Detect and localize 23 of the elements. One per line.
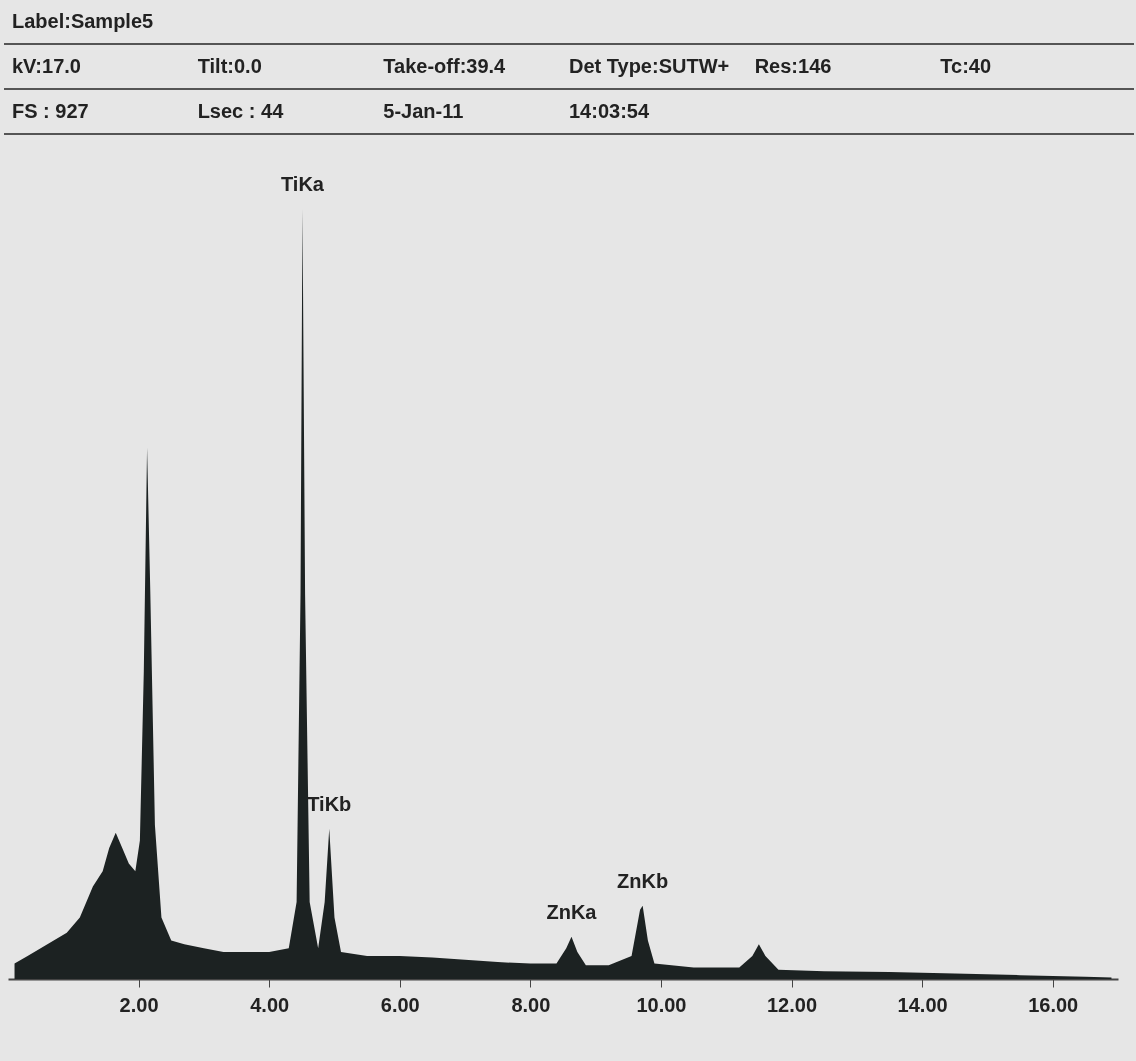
text: FS : 927 <box>12 100 90 123</box>
text: Take-off:39.4 <box>383 55 507 78</box>
text: Res:146 <box>754 55 833 78</box>
text: Tilt:0.0 <box>197 55 263 78</box>
x-tick-label: 4.00 <box>250 993 290 1016</box>
annotation: ZnKb <box>617 869 669 892</box>
annotation: TiKb <box>307 792 352 815</box>
chart-title: Label:Sample5 <box>4 0 1134 45</box>
text: Det Type:SUTW+ <box>569 55 731 78</box>
text: 14:03:54 <box>569 100 651 123</box>
annotation: ZnKa <box>546 900 598 923</box>
x-tick-label: 8.00 <box>511 993 551 1016</box>
x-tick-label: 6.00 <box>380 993 420 1016</box>
x-tick-label: 2.00 <box>119 993 159 1016</box>
text: Tc:40 <box>940 55 993 78</box>
x-tick-label: 16.00 <box>1028 993 1079 1016</box>
text: 5-Jan-11 <box>383 100 465 123</box>
x-tick-label: 14.00 <box>897 993 948 1016</box>
x-tick-label: 10.00 <box>636 993 687 1016</box>
annotation: TiKa <box>280 173 325 195</box>
text: kV:17.0 <box>12 55 82 78</box>
text: Lsec : 44 <box>197 100 285 123</box>
x-tick-label: 12.00 <box>767 993 818 1016</box>
